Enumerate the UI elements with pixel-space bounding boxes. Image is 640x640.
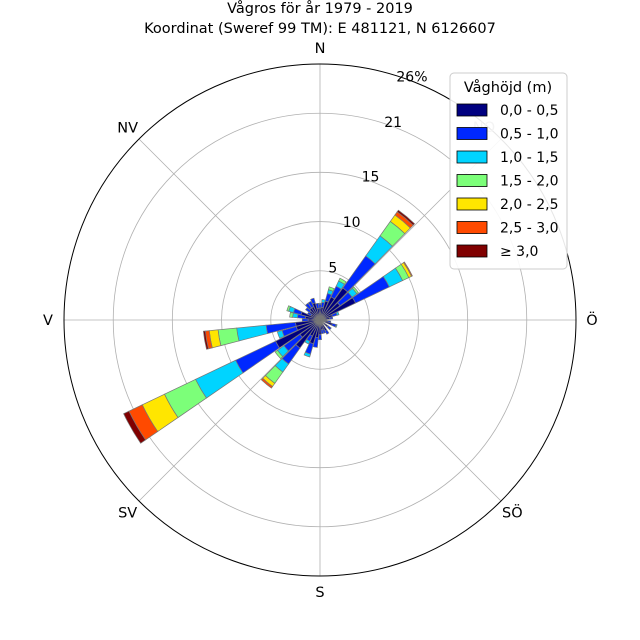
legend-swatch-5 xyxy=(456,221,488,234)
legend-label-2: 1,0 - 1,5 xyxy=(500,150,558,166)
bar-150-bin-1 xyxy=(324,329,330,335)
bar-60-bin-5 xyxy=(403,261,413,277)
radial-tick-label-0: 5 xyxy=(328,261,337,277)
radial-tick-label-3: 21 xyxy=(384,115,402,131)
direction-label-5: SV xyxy=(118,505,137,521)
bar-230-bin-3 xyxy=(274,349,284,360)
bar-40-bin-6 xyxy=(396,209,416,226)
legend-swatch-4 xyxy=(456,197,488,211)
bar-250-bin-2 xyxy=(276,330,285,339)
legend-label-4: 2,0 - 2,5 xyxy=(500,197,558,213)
bar-280-bin-3 xyxy=(289,311,294,318)
bar-240-bin-6 xyxy=(123,410,147,444)
radial-tick-label-4: 26% xyxy=(396,69,427,85)
bar-10-bin-2 xyxy=(321,299,326,304)
legend-frame xyxy=(449,72,568,270)
bar-260-bin-6 xyxy=(202,330,209,350)
legend-label-5: 2,5 - 3,0 xyxy=(500,221,558,237)
bar-200-bin-2 xyxy=(303,351,311,358)
bar-50-bin-3 xyxy=(351,286,359,295)
radial-tick-label-2: 15 xyxy=(362,170,380,186)
bar-350-bin-1 xyxy=(315,302,320,309)
bar-260-bin-3 xyxy=(217,327,240,347)
legend-swatch-2 xyxy=(456,150,488,164)
bar-260-bin-2 xyxy=(236,324,268,342)
bar-20-bin-3 xyxy=(327,286,335,292)
grid-spoke-7 xyxy=(138,138,321,321)
bar-180-bin-1 xyxy=(318,334,322,341)
bar-210-bin-2 xyxy=(304,338,311,345)
bar-320-bin-1 xyxy=(305,302,312,310)
rose-bars xyxy=(123,209,416,444)
bar-330-bin-1 xyxy=(307,300,315,309)
grid-spoke-3 xyxy=(319,319,502,502)
bar-190-bin-1 xyxy=(312,336,319,348)
chart-title: Vågros för år 1979 - 2019 xyxy=(227,0,413,17)
radial-tick-label-1: 10 xyxy=(343,215,361,231)
bar-340-bin-1 xyxy=(310,297,316,305)
grid-spoke-5 xyxy=(138,319,321,502)
legend-swatch-6 xyxy=(456,244,488,258)
radial-tick-labels: 5 10 15 21 26% xyxy=(328,69,427,276)
direction-label-7: NV xyxy=(117,121,138,137)
direction-label-6: V xyxy=(43,313,53,329)
bar-30-bin-3 xyxy=(338,277,347,285)
bar-220-bin-5 xyxy=(260,377,274,389)
chart-subtitle: Koordinat (Sweref 99 TM): E 481121, N 61… xyxy=(144,21,496,37)
direction-label-3: SÖ xyxy=(502,503,523,521)
polar-grid xyxy=(64,64,576,576)
bar-130-bin-1 xyxy=(326,325,332,331)
legend-label-3: 1,5 - 2,0 xyxy=(500,174,558,190)
legend: Våghöjd (m) 0,0 - 0,5 0,5 - 1,0 1,0 - 1,5 1… xyxy=(449,72,568,270)
legend-title: Våghöjd (m) xyxy=(464,79,552,96)
bar-70-bin-2 xyxy=(335,311,340,316)
legend-label-1: 0,5 - 1,0 xyxy=(500,127,558,143)
direction-label-2: Ö xyxy=(586,311,597,329)
legend-swatch-1 xyxy=(456,127,488,140)
bar-200-bin-1 xyxy=(304,341,314,355)
legend-label-0: 0,0 - 0,5 xyxy=(500,103,558,119)
bar-290-bin-3 xyxy=(286,305,291,312)
legend-entries: 0,0 - 0,5 0,5 - 1,0 1,0 - 1,5 1,5 - 2,0 2,0 … xyxy=(456,103,558,260)
bar-0-bin-2 xyxy=(318,302,322,305)
bar-110-bin-2 xyxy=(334,324,338,328)
legend-label-6: ≥ 3,0 xyxy=(500,244,538,260)
direction-label-4: S xyxy=(315,585,324,601)
legend-swatch-0 xyxy=(456,103,488,117)
direction-label-0: N xyxy=(315,41,326,57)
bar-80-bin-1 xyxy=(329,316,334,320)
polar-frame xyxy=(63,63,577,577)
legend-swatch-3 xyxy=(456,174,488,187)
